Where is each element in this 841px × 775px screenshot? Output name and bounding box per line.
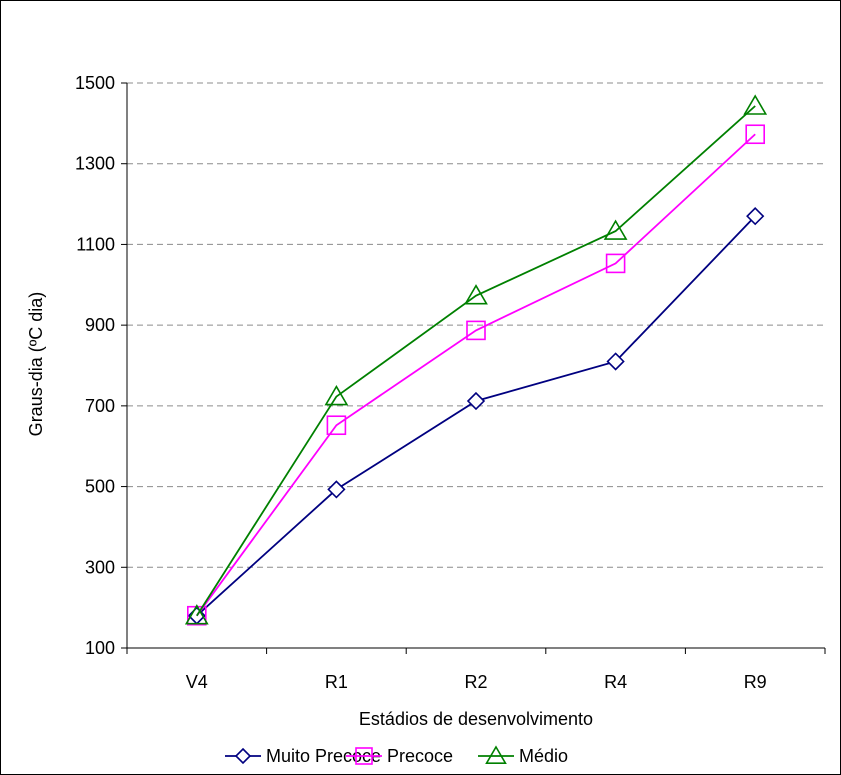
series-line bbox=[196, 215, 756, 617]
legend-label: Muito Precoce bbox=[266, 746, 381, 766]
x-tick-label: R9 bbox=[744, 672, 767, 692]
data-point-diamond bbox=[746, 207, 765, 226]
y-tick-label: 900 bbox=[85, 315, 115, 335]
legend: Muito Precoce Precoce Médio bbox=[225, 745, 568, 766]
data-point-diamond bbox=[466, 391, 486, 411]
data-point-triangle bbox=[743, 94, 768, 115]
series-line bbox=[196, 105, 756, 617]
data-point-triangle bbox=[184, 604, 209, 625]
data-point-triangle bbox=[324, 384, 349, 406]
legend-label: Médio bbox=[519, 746, 568, 766]
x-tick-label: R1 bbox=[325, 672, 348, 692]
y-tick-label: 700 bbox=[85, 396, 115, 416]
data-point-triangle bbox=[603, 219, 628, 240]
series-muito-precoce bbox=[187, 207, 765, 625]
axes: 100 300 500 700 900 1100 1300 1500 V4 R1 R2 R4 R9 bbox=[75, 73, 826, 692]
data-point-square bbox=[355, 747, 373, 765]
x-tick-label: V4 bbox=[186, 672, 208, 692]
legend-entry: Médio bbox=[478, 745, 568, 766]
x-tick-label: R4 bbox=[604, 672, 627, 692]
data-point-square bbox=[605, 253, 626, 274]
y-axis-title: Graus-dia (ºC dia) bbox=[26, 292, 46, 437]
y-tick-label: 1500 bbox=[75, 73, 115, 93]
legend-entry: Muito Precoce bbox=[225, 746, 381, 766]
data-point-diamond bbox=[327, 480, 346, 499]
data-point-triangle bbox=[485, 745, 507, 765]
x-axis-title: Estádios de desenvolvimento bbox=[359, 709, 593, 729]
data-point-square bbox=[326, 415, 347, 436]
y-tick-label: 500 bbox=[85, 477, 115, 497]
y-tick-label: 1100 bbox=[76, 234, 115, 254]
data-point-triangle bbox=[464, 284, 488, 305]
series-precoce bbox=[187, 124, 766, 626]
series-layer bbox=[184, 94, 768, 626]
data-point-square bbox=[466, 320, 486, 341]
data-point-diamond bbox=[234, 747, 252, 765]
legend-label: Precoce bbox=[387, 746, 453, 766]
y-tick-label: 1300 bbox=[75, 154, 115, 174]
grid-lines bbox=[127, 82, 825, 568]
series-m-dio bbox=[184, 94, 768, 625]
legend-entry: Precoce bbox=[346, 746, 453, 766]
y-tick-label: 100 bbox=[85, 638, 115, 658]
data-point-square bbox=[745, 124, 766, 145]
series-line bbox=[196, 133, 756, 617]
data-point-diamond bbox=[606, 352, 625, 371]
x-tick-label: R2 bbox=[464, 672, 487, 692]
y-tick-label: 300 bbox=[85, 557, 115, 577]
